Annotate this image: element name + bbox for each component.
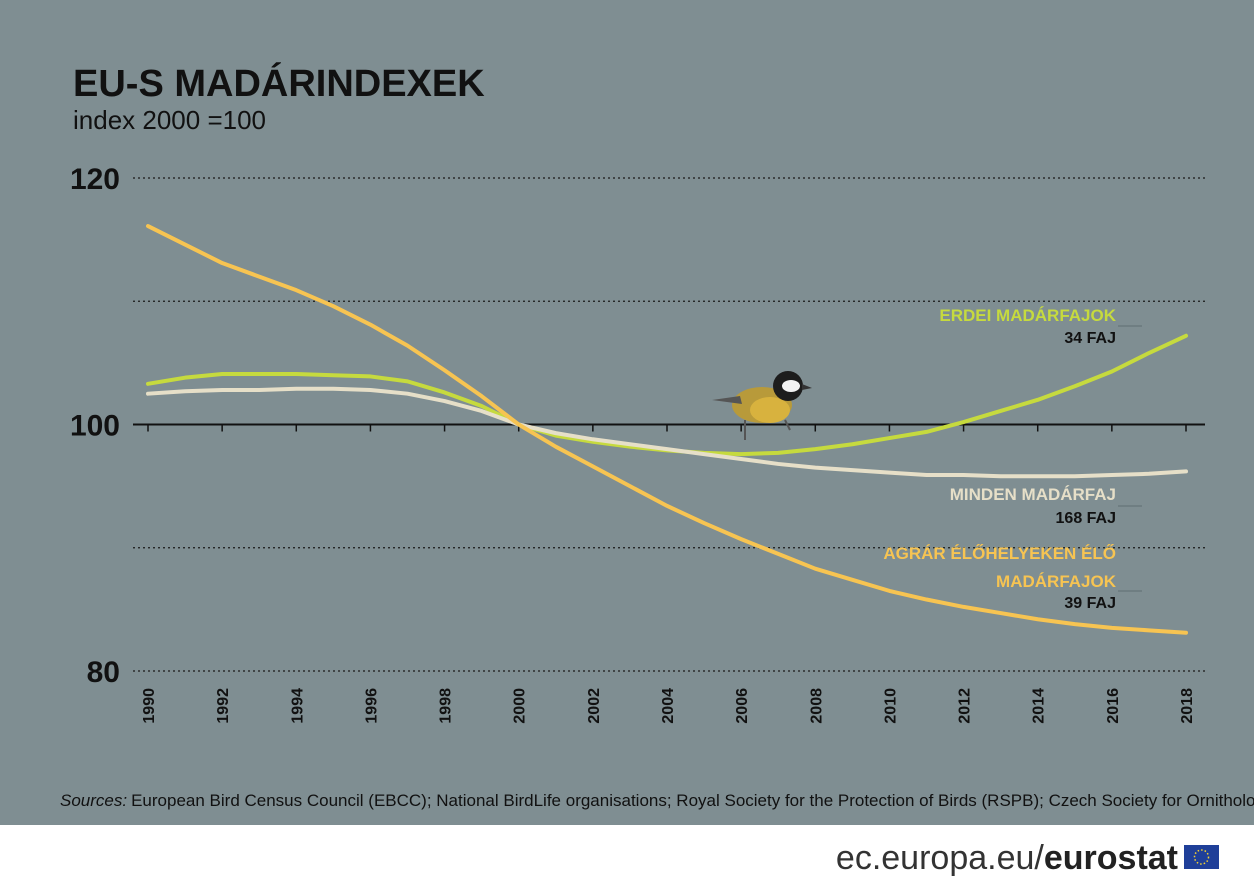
x-tick-label: 1992 xyxy=(215,688,232,724)
x-tick-label: 2006 xyxy=(734,688,751,724)
brand: ec.europa.eu/eurostat xyxy=(836,839,1178,877)
species-count: 39 FAJ xyxy=(1064,595,1116,612)
series-label: ERDEI MADÁRFAJOK xyxy=(939,306,1116,325)
series-label: AGRÁR ÉLŐHELYEKEN ÉLŐ xyxy=(883,544,1116,563)
x-tick-label: 2010 xyxy=(882,688,899,724)
chart-title: EU-S MADÁRINDEXEK xyxy=(73,61,485,105)
brand-url: ec.europa.eu/ xyxy=(836,839,1044,877)
chart-subtitle: index 2000 =100 xyxy=(73,105,266,135)
x-tick-label: 1998 xyxy=(438,688,455,724)
x-tick-label: 1990 xyxy=(141,688,158,724)
x-tick-label: 2002 xyxy=(586,688,603,724)
y-tick-label: 80 xyxy=(87,656,120,689)
eu-flag xyxy=(1184,845,1219,869)
series-line xyxy=(146,386,1188,479)
plot-area: 80 100 120 1990 1992 1994 1996 1998 2000 2002 2004… xyxy=(70,163,1205,724)
x-tick-label: 2008 xyxy=(808,688,825,724)
x-tick-label: 1996 xyxy=(363,688,380,724)
footer-band xyxy=(0,825,1254,884)
x-tick-label: 2000 xyxy=(512,688,529,724)
background xyxy=(0,0,1254,825)
source-text: European Bird Census Council (EBCC); Nat… xyxy=(131,791,1254,810)
y-tick-label: 100 xyxy=(70,410,120,443)
x-tick-label: 1994 xyxy=(289,688,306,724)
source-label: Sources: xyxy=(60,791,127,810)
brand-name: eurostat xyxy=(1044,839,1178,877)
x-tick-label: 2004 xyxy=(660,688,677,724)
x-tick-label: 2018 xyxy=(1179,688,1196,724)
series-line xyxy=(146,224,1188,635)
y-tick-label: 120 xyxy=(70,163,120,196)
x-tick-label: 2016 xyxy=(1105,688,1122,724)
series-label: MINDEN MADÁRFAJ xyxy=(950,485,1116,504)
species-count: 34 FAJ xyxy=(1064,330,1116,347)
series-label: MADÁRFAJOK xyxy=(996,572,1117,591)
x-tick-label: 2012 xyxy=(957,688,974,724)
x-tick-label: 2014 xyxy=(1031,688,1048,724)
bird-illustration xyxy=(712,371,812,440)
source-note: Sources: European Bird Census Council (EB… xyxy=(60,791,1254,810)
species-count: 168 FAJ xyxy=(1056,510,1116,527)
